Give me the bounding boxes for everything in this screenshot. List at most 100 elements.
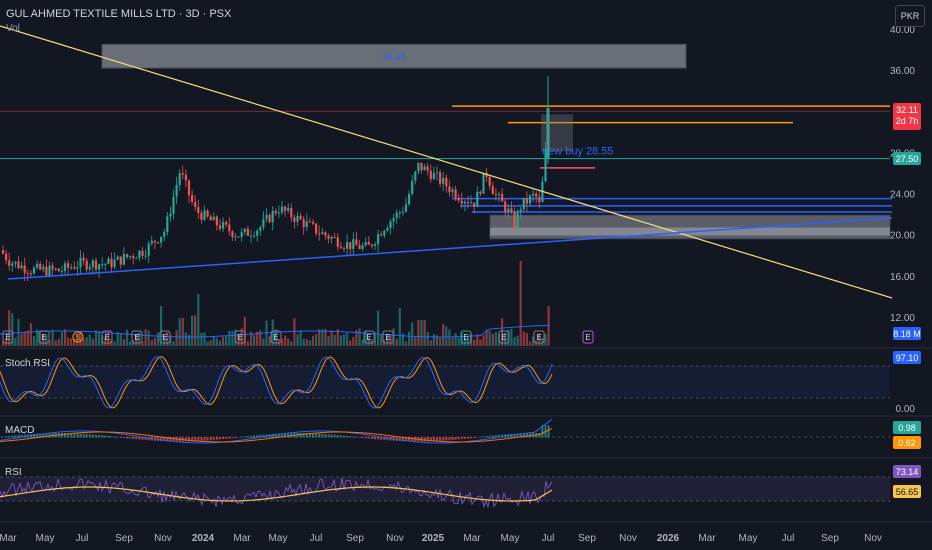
currency-button[interactable]: PKR <box>895 5 925 27</box>
volume-bar <box>367 337 370 346</box>
macd-histogram-bar <box>324 433 327 438</box>
volume-bar <box>377 310 380 346</box>
candle-body <box>321 232 324 235</box>
volume-bar <box>138 332 141 346</box>
volume-bar <box>212 336 215 346</box>
candle-body <box>330 237 333 239</box>
volume-bar <box>200 332 203 346</box>
candle-body <box>166 216 169 233</box>
earnings-marker <box>533 330 545 344</box>
candle-body <box>522 198 525 210</box>
candle-body <box>262 219 265 228</box>
volume-bar <box>339 335 342 346</box>
volume-bar <box>457 337 460 346</box>
volume-bar <box>494 332 497 346</box>
falling-trendline <box>0 25 893 299</box>
x-tick-label: Nov <box>386 533 404 544</box>
macd-histogram-bar <box>436 437 438 442</box>
volume-bar <box>20 333 23 346</box>
macd-histogram-bar <box>476 437 479 438</box>
candle-body <box>386 227 389 231</box>
candle-body <box>315 223 318 234</box>
event-marker-letter: E <box>463 333 468 342</box>
macd-histogram-bar <box>23 434 26 438</box>
candle-body <box>448 186 451 192</box>
macd-histogram-bar <box>364 437 367 439</box>
volume-bar <box>435 335 439 346</box>
macd-histogram-bar <box>11 435 14 438</box>
volume-bar <box>364 331 367 346</box>
candle-body <box>249 235 253 237</box>
macd-histogram-bar <box>141 437 144 440</box>
volume-bar <box>299 330 302 346</box>
macd-histogram-bar <box>352 436 355 438</box>
candle-body <box>370 244 373 247</box>
macd-histogram-bar <box>219 437 221 440</box>
macd-histogram-bar <box>104 435 107 438</box>
candle-body <box>293 217 296 222</box>
macd-histogram-bar <box>147 437 150 441</box>
volume-bar <box>491 333 494 346</box>
candle-body <box>305 221 308 227</box>
macd-histogram-bar <box>135 437 138 440</box>
candle-body <box>466 201 470 204</box>
x-tick-label: Jul <box>542 533 555 544</box>
candle-body <box>104 263 107 265</box>
y-tick-label: 16.00 <box>890 272 915 283</box>
candle-body <box>54 268 57 270</box>
volume-bar <box>404 341 408 346</box>
candle-body <box>497 194 501 196</box>
earnings-marker <box>363 330 375 344</box>
volume-bar <box>32 336 36 346</box>
candle-body <box>218 225 222 229</box>
stoch-value-tag: 97.10 <box>893 351 921 364</box>
candle-body <box>510 208 513 213</box>
volume-bar <box>60 332 63 346</box>
candle-body <box>271 210 274 223</box>
macd-histogram-bar <box>308 433 311 438</box>
x-tick-label: Nov <box>154 533 172 544</box>
macd-histogram-bar <box>349 436 352 438</box>
candle-body <box>234 236 237 238</box>
stoch-axis-label: 0.00 <box>896 404 916 415</box>
macd-histogram-bar <box>516 433 519 438</box>
candle-body <box>420 162 423 171</box>
volume-bar <box>122 339 125 346</box>
macd-signal-line <box>0 427 553 443</box>
volume-bar <box>26 330 29 346</box>
volume-bar <box>510 328 513 346</box>
macd-histogram-bar <box>358 437 361 438</box>
new-buy-annotation: new buy 28.55 <box>542 145 614 157</box>
macd-histogram-bar <box>2 436 4 438</box>
volume-bar <box>228 330 231 346</box>
candle-body <box>1 250 5 254</box>
candle-body <box>479 191 482 194</box>
macd-histogram-bar <box>169 437 172 442</box>
stoch-value-tag-text: 97.10 <box>896 353 919 363</box>
candle-body <box>194 201 197 208</box>
x-tick-label: May <box>36 533 55 544</box>
macd-histogram-bar <box>479 436 482 438</box>
macd-histogram-bar <box>525 433 528 438</box>
event-marker-letter: E <box>237 333 242 342</box>
event-marker-letter: E <box>501 333 506 342</box>
volume-bar <box>73 339 76 346</box>
volume-bar <box>287 338 290 346</box>
y-tick-label: 12.00 <box>890 313 915 324</box>
macd-histogram-bar <box>197 437 200 441</box>
dividend-marker <box>72 331 84 343</box>
x-tick-label: Mar <box>233 533 251 544</box>
macd-histogram-bar <box>488 435 491 438</box>
y-tick-label: 40.00 <box>890 25 915 36</box>
volume-bar <box>125 329 129 346</box>
y-tick-label: 20.00 <box>890 231 915 242</box>
candle-body <box>426 166 429 171</box>
macd-histogram-bar <box>426 437 429 442</box>
macd-histogram-bar <box>401 437 404 442</box>
macd-histogram-bar <box>411 437 414 442</box>
symbol-title[interactable]: GUL AHMED TEXTILE MILLS LTD · 3D · PSX <box>6 8 232 20</box>
candle-body <box>355 239 358 246</box>
macd-histogram-bar <box>501 434 504 438</box>
volume-bar <box>420 320 423 346</box>
